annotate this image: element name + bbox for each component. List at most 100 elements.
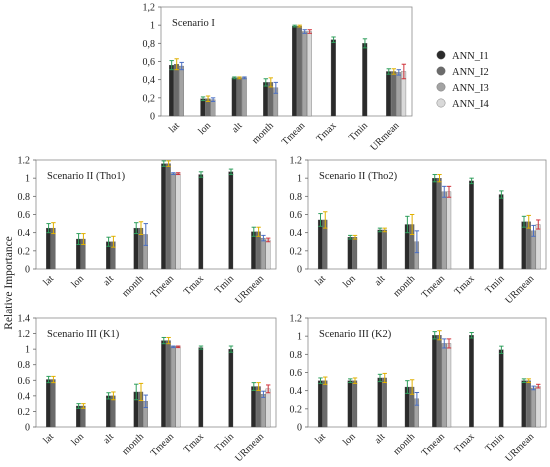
- x-tick-label: lon: [196, 120, 213, 137]
- bar: [174, 64, 179, 117]
- y-tick-label: 0.4: [18, 228, 31, 239]
- bar: [330, 39, 336, 117]
- y-tick-label: 1.2: [18, 156, 31, 167]
- x-tick-label: month: [250, 120, 276, 146]
- bar: [322, 380, 328, 428]
- bar: [161, 340, 166, 428]
- bar: [535, 385, 541, 428]
- bar: [166, 163, 171, 270]
- bar-group-lon: [200, 95, 216, 117]
- bar: [241, 77, 247, 117]
- bar-group-lat: [317, 211, 328, 270]
- y-tick-label: 0.4: [18, 391, 31, 402]
- x-tick-label: Tmin: [347, 120, 370, 143]
- bar: [297, 25, 302, 117]
- bar: [265, 388, 271, 428]
- bar: [362, 43, 368, 117]
- bar-group-tmax: [469, 177, 474, 270]
- legend-label: ANN_I4: [452, 99, 489, 110]
- y-tick-label: 0.6: [290, 210, 303, 221]
- bar: [446, 191, 452, 270]
- bar-group-month: [404, 379, 420, 428]
- y-tick-label: 0.4: [290, 386, 303, 397]
- panel-title: Scenario II (Tho1): [47, 171, 126, 182]
- x-tick-label: Tmax: [182, 431, 206, 455]
- x-tick-label: lat: [167, 120, 182, 135]
- bar: [80, 405, 86, 428]
- x-tick-label: lat: [41, 431, 56, 446]
- y-tick-label: 0: [25, 265, 30, 276]
- bar: [436, 335, 442, 428]
- bar: [251, 386, 256, 428]
- bar: [436, 178, 442, 270]
- bar: [396, 72, 402, 117]
- y-tick-label: 0.8: [18, 192, 31, 203]
- y-tick-label: 1,2: [143, 3, 156, 14]
- bar-group-urmean: [386, 63, 407, 117]
- y-tick-label: 1.4: [18, 314, 31, 325]
- bar: [446, 343, 452, 428]
- x-tick-label: Tmean: [149, 273, 176, 300]
- y-tick-label: 1: [150, 21, 155, 32]
- panel-title: Scenario III (K1): [47, 329, 120, 340]
- x-tick-label: URmean: [369, 120, 402, 153]
- bar: [228, 171, 234, 270]
- bar: [179, 65, 184, 117]
- x-tick-label: Tmin: [483, 273, 506, 296]
- x-tick-label: month: [391, 431, 417, 457]
- panel-title: Scenario III (K2): [319, 329, 392, 340]
- x-tick-label: Tmax: [314, 120, 338, 144]
- bar: [382, 377, 387, 428]
- bar-group-tmean: [432, 330, 452, 428]
- bar: [260, 237, 266, 270]
- bar-group-month: [133, 221, 148, 270]
- y-tick-label: 0: [297, 265, 302, 276]
- y-tick-label: 0,2: [143, 93, 156, 104]
- bar: [377, 377, 383, 428]
- y-tick-label: 0.4: [290, 228, 303, 239]
- x-tick-label: Tmean: [280, 120, 307, 147]
- bar: [265, 239, 271, 270]
- bar-group-tmin: [498, 190, 504, 270]
- x-tick-label: URmean: [233, 431, 266, 464]
- bar: [231, 77, 237, 117]
- bar-group-alt: [377, 227, 387, 270]
- bar: [441, 191, 447, 270]
- bar-group-tmax: [330, 36, 336, 117]
- x-tick-label: lat: [41, 273, 56, 288]
- x-tick-label: Tmax: [452, 431, 476, 455]
- bar: [169, 64, 174, 117]
- bar: [432, 335, 437, 428]
- bar: [198, 347, 204, 428]
- bar: [347, 237, 353, 270]
- legend-marker: [436, 66, 446, 76]
- x-tick-label: alt: [230, 120, 245, 135]
- plot-frame: [307, 317, 547, 428]
- legend-item: ANN_I3: [436, 82, 489, 94]
- y-axis-label: Relative Importance: [3, 236, 15, 330]
- bar: [469, 180, 474, 270]
- legend-item: ANN_I1: [436, 50, 489, 62]
- bar-group-lon: [76, 403, 86, 428]
- bar: [175, 346, 181, 428]
- bar: [317, 380, 323, 428]
- x-tick-label: month: [120, 431, 146, 457]
- x-tick-label: lat: [313, 273, 328, 288]
- plot-frame: [35, 317, 277, 428]
- bar: [352, 380, 358, 428]
- bar-group-tmin: [228, 345, 234, 428]
- legend-marker: [436, 98, 446, 108]
- bar: [263, 82, 269, 117]
- bar: [535, 224, 541, 270]
- y-tick-label: 1.2: [18, 329, 31, 340]
- x-tick-label: alt: [373, 273, 388, 288]
- legend-item: ANN_I4: [436, 98, 489, 110]
- y-tick-label: 0.8: [290, 350, 303, 361]
- x-tick-label: Tmin: [483, 431, 506, 454]
- bar: [317, 219, 323, 270]
- x-tick-label: alt: [101, 273, 116, 288]
- x-tick-label: Tmax: [452, 273, 476, 297]
- x-tick-label: Tmean: [420, 431, 447, 458]
- chart-panel-5: 0 0.2 0.4 0.6 0.8 1 1.2 Scenario III (K2) lat lon…: [290, 314, 547, 464]
- bar-group-urmean: [521, 214, 541, 270]
